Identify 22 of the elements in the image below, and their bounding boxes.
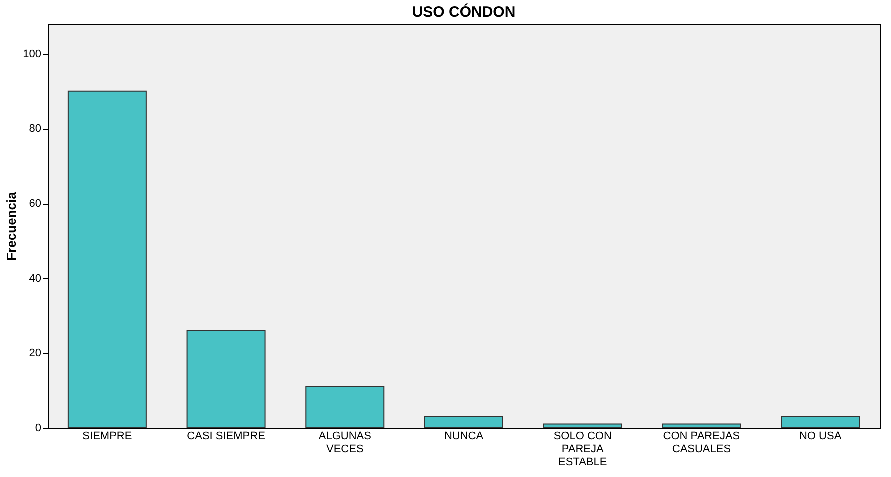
y-tick-label: 40 — [29, 272, 42, 285]
bar — [781, 416, 860, 428]
x-tick-label: CASI SIEMPRE — [187, 430, 266, 442]
bar — [543, 424, 622, 428]
bar — [662, 424, 742, 428]
x-tick-label: NO USA — [799, 430, 842, 442]
x-tick-label: SIEMPRE — [82, 430, 132, 442]
x-tick-label: NUNCA — [444, 430, 484, 442]
x-tick-label: SOLO CON PAREJA ESTABLE — [554, 430, 612, 468]
bar — [424, 416, 504, 428]
y-tick-label: 20 — [29, 348, 42, 360]
bar — [306, 386, 385, 428]
chart-title: USO CÓNDON — [412, 3, 516, 21]
y-tick-label: 60 — [29, 198, 42, 210]
y-tick-label: 100 — [23, 48, 42, 60]
y-tick-label: 80 — [29, 123, 42, 136]
x-tick-label: ALGUNAS VECES — [318, 430, 372, 456]
y-axis-title: Frecuencia — [4, 191, 20, 261]
bar — [186, 330, 266, 428]
bar — [68, 90, 147, 428]
x-tick-label: CON PAREJAS CASUALES — [663, 430, 740, 456]
y-tick-label: 0 — [35, 422, 42, 434]
